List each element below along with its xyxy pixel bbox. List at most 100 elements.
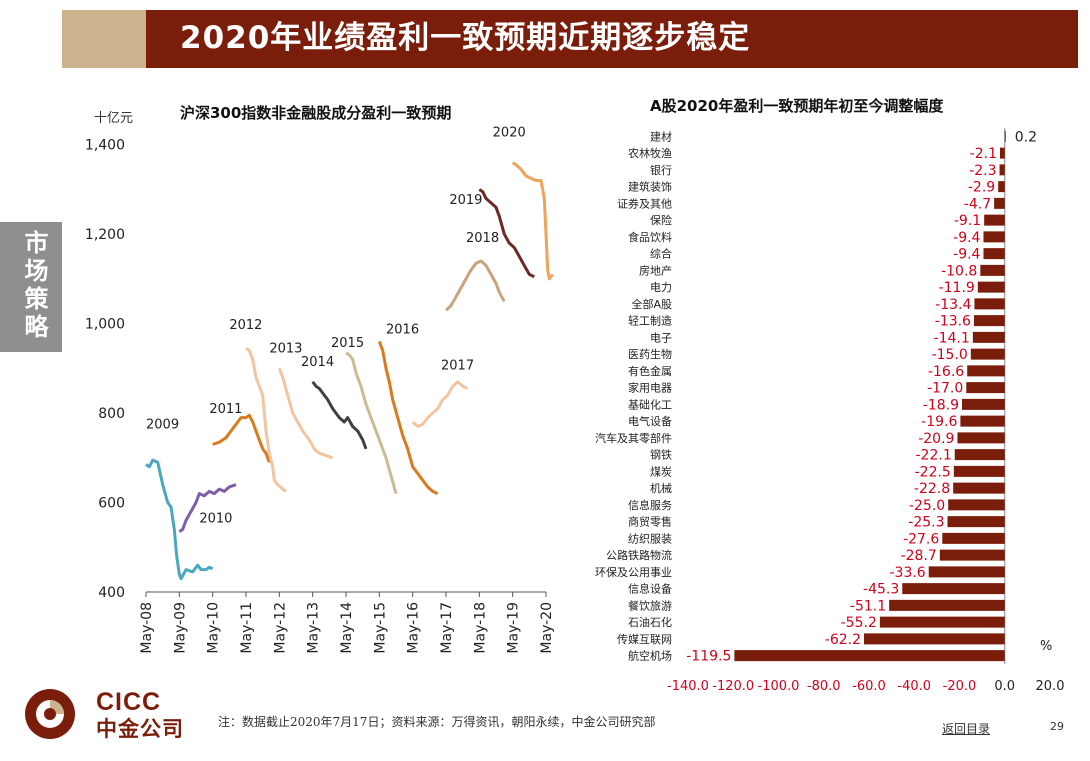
line-chart-y-tick: 400 (98, 585, 125, 601)
bar-value-label: -9.1 (954, 213, 981, 229)
line-chart-x-tick: May-10 (206, 602, 222, 654)
bar (939, 549, 1005, 561)
line-series-label-2017: 2017 (441, 359, 474, 374)
line-chart-x-tick: May-20 (539, 602, 555, 654)
bar-chart-x-tick: -20.0 (943, 679, 977, 694)
line-chart-y-tick: 800 (98, 406, 125, 422)
bar-category-label: 机械 (650, 481, 672, 495)
line-chart-x-tick: May-08 (139, 602, 155, 654)
bar-category-label: 石油石化 (628, 615, 672, 629)
bar-value-label: -2.9 (968, 180, 995, 196)
bar-value-label: -16.6 (928, 364, 964, 380)
line-series-label-2018: 2018 (466, 231, 499, 246)
page-number: 29 (1050, 720, 1064, 733)
bar-value-label: -20.9 (918, 431, 954, 447)
bar-value-label: -19.6 (921, 414, 957, 430)
bar-category-label: 环保及公用事业 (595, 565, 672, 579)
bar (879, 616, 1005, 628)
bar-category-label: 建材 (650, 129, 672, 143)
line-chart-x-tick: May-12 (272, 602, 288, 654)
section-tab (0, 222, 62, 352)
bar-value-label: -119.5 (686, 649, 731, 665)
bar-chart-x-tick: 0.0 (994, 679, 1015, 694)
back-to-contents-link[interactable]: 返回目录 (942, 722, 991, 736)
line-series-2016 (377, 340, 439, 495)
bar-value-label: -62.2 (825, 632, 861, 648)
bar (948, 499, 1005, 511)
bar-category-label: 轻工制造 (628, 314, 672, 328)
bar-value-label: -22.8 (914, 481, 950, 497)
line-series-label-2013: 2013 (269, 342, 302, 357)
bar-category-label: 农林牧渔 (628, 146, 672, 160)
bar-category-label: 基础化工 (628, 397, 672, 411)
bar-category-label: 信息服务 (628, 498, 672, 512)
bar-category-label: 建筑装饰 (628, 180, 672, 194)
line-series-2010 (178, 483, 237, 533)
bar-category-label: 保险 (650, 213, 672, 227)
bar-value-label: 0.2 (1015, 129, 1037, 145)
line-chart-x-tick: May-17 (439, 602, 455, 654)
bar (954, 449, 1005, 461)
line-chart-x-tick: May-11 (239, 602, 255, 654)
line-chart-ylabel: 十亿元 (94, 111, 134, 126)
source-note: 注：数据截止2020年7月17日；资料来源：万得资讯，朝阳永续，中金公司研究部 (218, 715, 656, 729)
line-series-2011 (212, 413, 271, 463)
bar-value-label: -14.1 (934, 330, 970, 346)
line-chart-x-tick: May-13 (306, 602, 322, 654)
bar-value-label: -25.3 (908, 515, 944, 531)
bar-category-label: 电子 (650, 331, 672, 344)
bar-value-label: -9.4 (953, 247, 980, 263)
bar (953, 482, 1005, 494)
bar-value-label: -28.7 (901, 548, 937, 564)
bar-chart-x-tick: 20.0 (1036, 679, 1065, 694)
line-chart-y-tick: 1,200 (85, 227, 125, 243)
bar (957, 432, 1005, 444)
line-series-2014 (311, 380, 368, 450)
bar-category-label: 公路铁路物流 (606, 548, 672, 562)
bar-category-label: 食品饮料 (628, 230, 672, 244)
logo-en: CICC (96, 688, 162, 716)
title-bar (146, 10, 1078, 68)
bar-chart-x-tick: -100.0 (758, 679, 800, 694)
bar (966, 382, 1005, 394)
bar (889, 599, 1005, 611)
bar-value-label: -51.1 (850, 598, 886, 614)
bar-value-label: -10.8 (941, 263, 977, 279)
bar-category-label: 医药生物 (628, 347, 672, 361)
bar-chart-x-tick: -60.0 (852, 679, 886, 694)
bar (960, 415, 1005, 427)
line-series-label-2015: 2015 (331, 336, 364, 351)
bar (961, 398, 1005, 410)
bar-chart-x-tick: -80.0 (807, 679, 841, 694)
page-title: 2020年业绩盈利一致预期近期逐步稳定 (180, 20, 751, 56)
bar (953, 465, 1005, 477)
bar-value-label: -33.6 (889, 565, 925, 581)
bar (994, 197, 1005, 209)
logo-cn: 中金公司 (96, 717, 184, 741)
line-series-label-2009: 2009 (146, 418, 179, 433)
line-chart-y-tick: 1,400 (85, 138, 125, 154)
line-series-2020 (511, 161, 554, 281)
line-series-label-2019: 2019 (449, 193, 482, 208)
bar (972, 331, 1005, 343)
bar-category-label: 信息设备 (628, 582, 672, 596)
bar-category-label: 煤炭 (650, 465, 672, 478)
bar-value-label: -22.1 (916, 448, 952, 464)
bar-value-label: -25.0 (909, 498, 945, 514)
bar-value-label: -11.9 (939, 280, 975, 296)
line-series-label-2011: 2011 (209, 402, 242, 417)
bar-category-label: 房地产 (639, 263, 672, 277)
bar-value-label: -55.2 (841, 615, 877, 631)
bar-value-label: -2.3 (969, 163, 996, 179)
bar (984, 214, 1005, 226)
bar-value-label: -2.1 (970, 146, 997, 162)
bar-chart-x-tick: -40.0 (897, 679, 931, 694)
bar-category-label: 钢铁 (650, 449, 672, 462)
bar-category-label: 传媒互联网 (617, 633, 672, 646)
bar (973, 315, 1005, 327)
bar-chart-unit: % (1040, 639, 1052, 654)
line-series-label-2010: 2010 (199, 512, 232, 527)
bar-value-label: -22.5 (915, 464, 951, 480)
